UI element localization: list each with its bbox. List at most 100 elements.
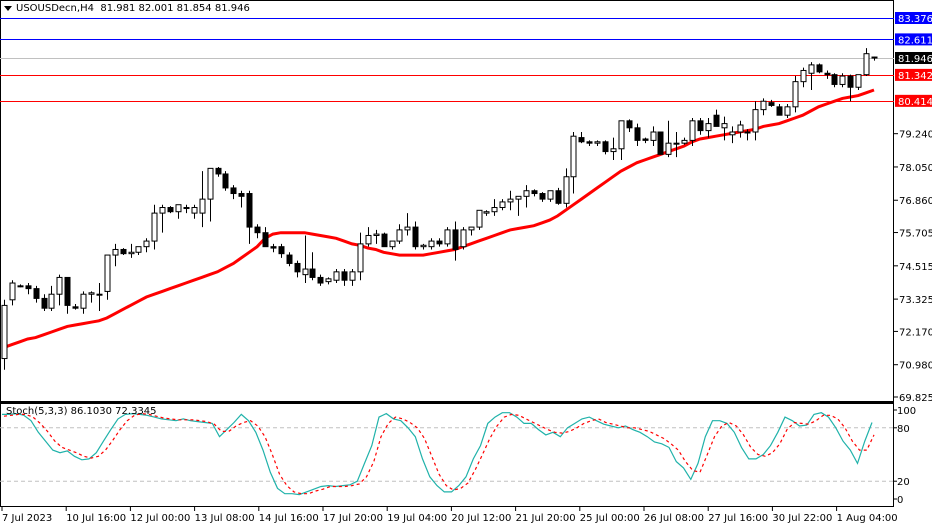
candle xyxy=(800,67,807,88)
candle xyxy=(681,137,688,145)
candle xyxy=(792,76,799,113)
candle xyxy=(412,221,419,250)
main-pane-frame xyxy=(0,0,894,402)
candle xyxy=(317,274,324,286)
candle xyxy=(167,206,174,214)
candle xyxy=(642,137,649,144)
candle xyxy=(610,137,617,160)
price-axis[interactable]: 79.240 78.050 76.860 75.705 74.515 73.325 72.1… xyxy=(894,130,932,404)
candle xyxy=(689,118,696,146)
chart-title: USOUSDecn,H4 81.981 82.001 81.854 81.946 xyxy=(4,3,250,14)
candle xyxy=(847,74,854,102)
stoch-axis: 100 80 20 0 xyxy=(894,406,916,506)
candle xyxy=(491,199,498,216)
candle xyxy=(112,243,119,267)
candle xyxy=(602,140,609,155)
candle xyxy=(523,185,530,208)
candle xyxy=(88,291,95,303)
candle xyxy=(365,227,372,247)
time-tick-label: 30 Jul 22:00 xyxy=(772,513,832,524)
candle xyxy=(839,73,846,88)
candle xyxy=(578,131,585,144)
price-label-82.611: 82.611 xyxy=(895,33,932,46)
candle xyxy=(752,101,759,141)
time-tick-label: 19 Jul 04:00 xyxy=(387,513,447,524)
price-tick-label: 72.170 xyxy=(899,327,932,338)
candle xyxy=(104,254,111,300)
candle xyxy=(555,187,562,205)
price-label-81.342: 81.342 xyxy=(895,68,932,82)
candle xyxy=(80,291,87,314)
candle xyxy=(476,209,483,230)
ma-path xyxy=(3,88,875,349)
horizontal-levels xyxy=(0,18,894,102)
time-tick-label: 14 Jul 16:00 xyxy=(259,513,319,524)
dropdown-arrow-icon[interactable] xyxy=(4,5,12,11)
candle xyxy=(531,189,538,197)
svg-text:83.376: 83.376 xyxy=(898,14,932,25)
candle xyxy=(357,232,364,281)
stoch-tick-label: 100 xyxy=(897,406,916,417)
candle xyxy=(563,168,570,208)
candle xyxy=(72,304,79,310)
time-tick-label: 26 Jul 08:00 xyxy=(644,513,704,524)
time-tick-label: 17 Jul 20:00 xyxy=(323,513,383,524)
candle xyxy=(17,284,24,288)
price-tick-label: 76.860 xyxy=(899,196,932,207)
candle xyxy=(381,232,388,248)
price-level-labels: 83.376 82.611 81.946 81.342 80.414 xyxy=(895,12,932,108)
candle xyxy=(396,224,403,244)
price-tick-label: 69.825 xyxy=(899,393,932,404)
candle xyxy=(175,204,182,219)
price-tick-label: 78.050 xyxy=(899,163,932,174)
moving-average-line xyxy=(3,88,875,349)
candle xyxy=(657,131,664,155)
candle xyxy=(436,238,443,247)
stoch-indicator-label: Stoch(5,3,3) 86.1030 72.3345 xyxy=(6,406,157,417)
price-tick-label: 74.515 xyxy=(899,262,932,273)
candle xyxy=(183,204,190,214)
price-label-81.946: 81.946 xyxy=(895,51,932,65)
candle xyxy=(286,252,293,267)
candle xyxy=(713,109,720,127)
candle xyxy=(420,243,427,250)
candle xyxy=(547,190,554,202)
candle xyxy=(135,246,142,256)
candle xyxy=(705,118,712,138)
candle xyxy=(1,299,8,370)
time-tick-label: 25 Jul 00:00 xyxy=(580,513,640,524)
candle xyxy=(349,269,356,286)
candle xyxy=(302,235,309,284)
candle xyxy=(191,204,198,219)
candle xyxy=(760,98,767,116)
time-tick-label: 7 Jul 2023 xyxy=(2,513,52,524)
candle xyxy=(863,48,870,77)
candle xyxy=(665,120,672,158)
candle xyxy=(404,213,411,236)
candle xyxy=(499,199,506,211)
time-axis[interactable]: 7 Jul 2023 10 Jul 16:00 12 Jul 00:00 13 Jul… xyxy=(1,507,898,524)
stoch-tick-label: 0 xyxy=(897,495,903,506)
candle xyxy=(151,204,158,250)
candle xyxy=(9,280,16,306)
stoch-tick-label: 80 xyxy=(897,424,910,435)
time-tick-label: 13 Jul 08:00 xyxy=(195,513,255,524)
svg-text:82.611: 82.611 xyxy=(898,35,932,46)
svg-text:80.414: 80.414 xyxy=(898,97,932,108)
candle xyxy=(570,131,577,194)
candle xyxy=(831,73,838,88)
candle xyxy=(64,276,71,314)
candle xyxy=(626,119,633,132)
candle xyxy=(238,190,245,208)
symbol-label: USOUSDecn,H4 xyxy=(16,3,94,14)
candle xyxy=(744,129,751,141)
candle xyxy=(452,221,459,261)
candle xyxy=(333,269,340,284)
price-tick-label: 73.325 xyxy=(899,295,932,306)
candle xyxy=(278,243,285,258)
candle xyxy=(96,283,103,311)
stoch-main-line xyxy=(2,412,873,496)
candle xyxy=(697,118,704,135)
time-tick-label: 10 Jul 16:00 xyxy=(66,513,126,524)
